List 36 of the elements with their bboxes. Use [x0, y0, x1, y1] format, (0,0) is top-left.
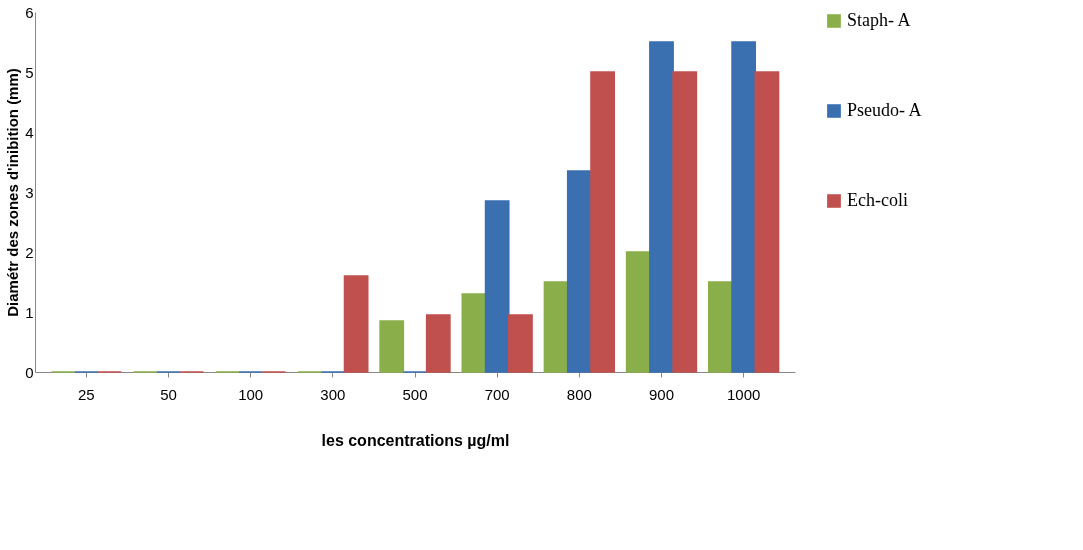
y-tick-label: 4 [25, 123, 34, 141]
bar [754, 71, 780, 373]
legend-label: Staph- A [847, 10, 911, 30]
bar [508, 314, 533, 373]
bar [484, 200, 510, 373]
x-tick-label: 500 [402, 385, 428, 403]
bar [707, 281, 733, 373]
bar [672, 71, 698, 373]
bar [590, 71, 615, 373]
bar [379, 320, 405, 373]
legend-label: Ech-coli [847, 190, 908, 210]
bar [461, 293, 487, 373]
bar [543, 281, 569, 373]
bar [566, 170, 592, 373]
y-tick-label: 5 [25, 63, 34, 81]
x-axis-title: les concentrations µg/ml [321, 431, 510, 449]
x-tick-label: 50 [160, 385, 177, 403]
x-tick-label: 25 [78, 385, 95, 403]
y-axis-title: Diamétr des zones d'inibition (mm) [4, 68, 22, 317]
bar [343, 275, 369, 373]
bar [731, 41, 757, 373]
x-tick-label: 100 [238, 385, 264, 403]
bar [425, 314, 451, 373]
y-tick-label: 3 [25, 183, 34, 201]
x-tick-label: 900 [648, 385, 674, 403]
y-tick-label: 2 [25, 243, 34, 261]
y-tick-label: 1 [25, 303, 34, 321]
bar [625, 251, 651, 373]
x-tick-label: 700 [484, 385, 510, 403]
y-tick-label: 6 [25, 3, 34, 21]
x-tick-label: 800 [566, 385, 592, 403]
x-tick-label: 1000 [726, 385, 761, 403]
legend-label: Pseudo- A [847, 100, 922, 120]
x-tick-label: 300 [320, 385, 346, 403]
bar [649, 41, 674, 373]
y-tick-label: 0 [25, 363, 34, 381]
